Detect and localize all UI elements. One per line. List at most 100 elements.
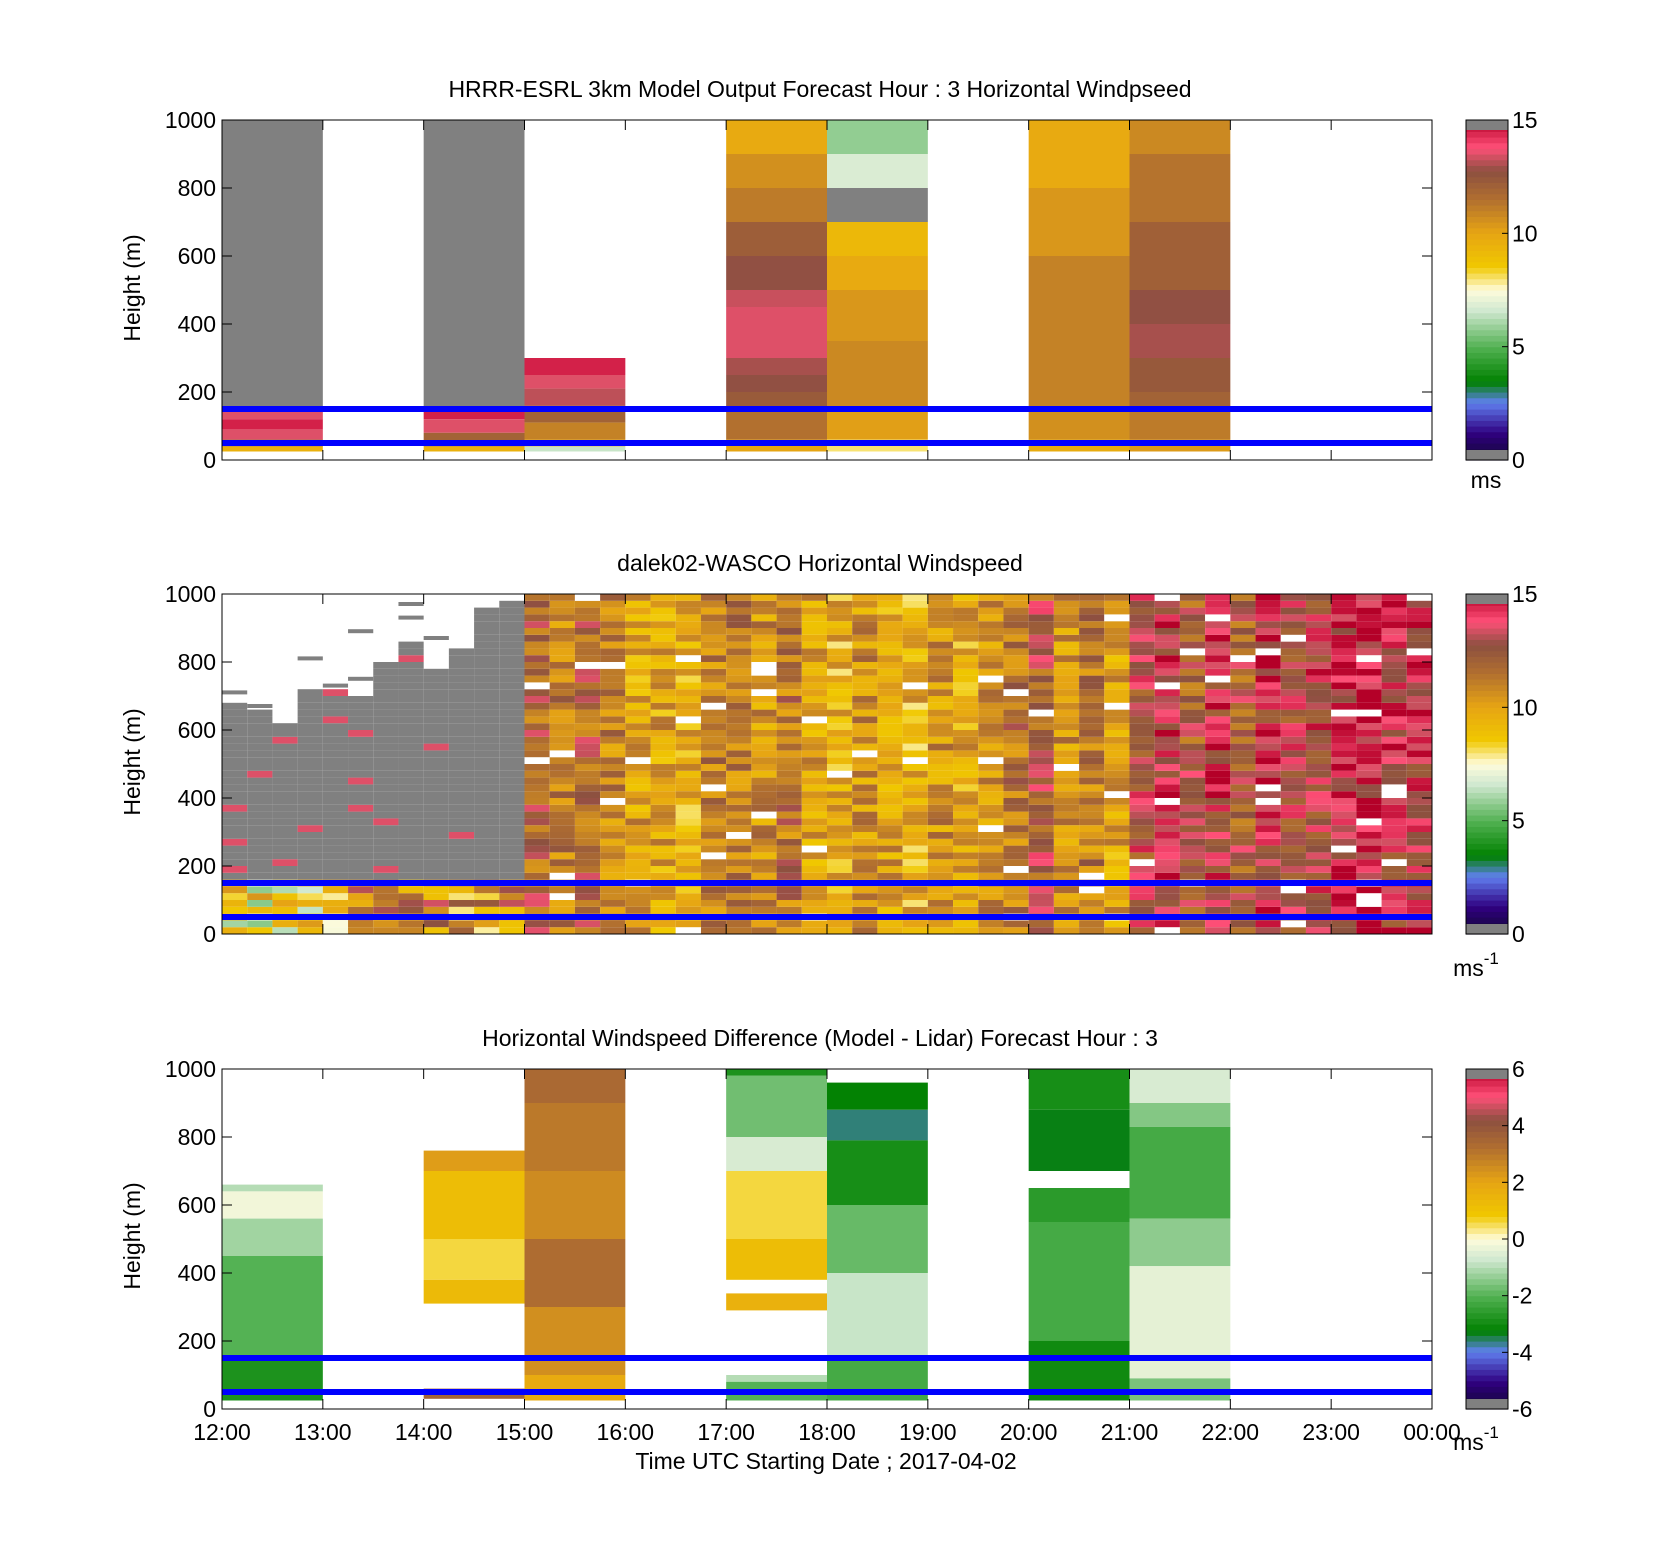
panel-lidar-cell <box>625 777 651 785</box>
panel-lidar-cell <box>1003 682 1029 690</box>
panel-lidar-cell <box>499 825 525 832</box>
panel-lidar-cell <box>1305 818 1332 826</box>
panel-lidar-cell <box>1406 900 1432 907</box>
panel-lidar-cell <box>297 757 323 764</box>
panel-difference-cell <box>1028 1222 1130 1341</box>
panel-model-title: HRRR-ESRL 3km Model Output Forecast Hour… <box>448 76 1191 102</box>
panel-lidar-colorbar-swatch <box>1466 605 1508 612</box>
panel-lidar-cell <box>902 689 928 696</box>
panel-lidar-cell <box>726 634 752 642</box>
panel-lidar-cell <box>827 750 853 758</box>
panel-lidar-cell <box>776 621 802 628</box>
panel-lidar-cell <box>499 614 525 622</box>
panel-lidar-cell <box>348 893 374 900</box>
panel-lidar-cell <box>827 723 853 730</box>
panel-lidar-cell <box>373 689 399 696</box>
panel-lidar-cell <box>398 702 424 710</box>
panel-lidar-cell <box>978 893 1004 900</box>
panel-lidar-cell <box>1028 893 1054 900</box>
panel-lidar-cell <box>499 791 525 798</box>
panel-lidar-cell <box>1205 709 1231 717</box>
panel-lidar-cell <box>1356 730 1382 737</box>
panel-model-cell <box>423 120 525 409</box>
panel-lidar-cell <box>574 872 601 880</box>
panel-lidar-cell <box>1255 743 1281 751</box>
panel-lidar-cell <box>1154 770 1180 778</box>
panel-lidar-cell <box>1356 607 1382 615</box>
panel-lidar-cell <box>978 906 1004 914</box>
panel-lidar-cell <box>726 798 752 805</box>
panel-lidar-cell <box>1104 825 1130 832</box>
panel-lidar-cell <box>1028 811 1054 819</box>
panel-lidar-cell <box>978 675 1004 683</box>
panel-lidar-cell <box>297 723 323 730</box>
panel-lidar-cell <box>499 777 525 785</box>
panel-lidar-cell <box>650 621 676 628</box>
panel-lidar-cell <box>625 784 651 792</box>
panel-lidar-cell <box>953 682 979 690</box>
panel-lidar-cell <box>1003 675 1029 683</box>
panel-lidar-cell <box>1230 818 1256 826</box>
panel-lidar-cell <box>322 798 349 805</box>
panel-lidar-cell <box>222 845 248 853</box>
panel-lidar-cell <box>751 736 777 744</box>
panel-lidar-cell <box>1230 668 1256 676</box>
panel-lidar-cell <box>1381 757 1407 764</box>
panel-lidar-cell <box>902 621 928 628</box>
panel-lidar-cell <box>600 770 626 778</box>
panel-lidar-cell <box>801 872 827 880</box>
panel-lidar-cell <box>247 900 273 907</box>
panel-lidar-cell <box>1280 859 1306 866</box>
panel-lidar-cell <box>927 838 954 846</box>
panel-lidar-cell <box>675 709 701 717</box>
panel-lidar-cell <box>927 696 954 703</box>
panel-lidar-cell <box>423 927 449 934</box>
panel-lidar-cell <box>625 825 651 832</box>
panel-lidar-cell <box>398 804 424 812</box>
panel-lidar-cell <box>348 709 374 717</box>
panel-lidar-cell <box>272 764 298 771</box>
panel-lidar-cell <box>1028 621 1054 628</box>
panel-lidar-cell <box>322 886 349 894</box>
panel-lidar-cell <box>423 682 449 690</box>
panel-difference-colorbar-swatch <box>1466 1375 1508 1382</box>
panel-lidar-cell <box>852 859 878 866</box>
panel-lidar-colorbar-swatch <box>1466 905 1508 912</box>
panel-lidar-cell <box>1003 811 1029 819</box>
panel-lidar-cell <box>1028 736 1054 744</box>
panel-lidar-cell <box>1028 832 1054 839</box>
panel-lidar-cell <box>953 852 979 860</box>
panel-lidar-cell <box>1179 621 1206 628</box>
panel-lidar-cell <box>1079 798 1105 805</box>
panel-difference-cell <box>726 1239 827 1280</box>
panel-lidar-cell <box>650 811 676 819</box>
panel-lidar-cell <box>474 886 500 894</box>
panel-lidar-cell <box>852 886 878 894</box>
panel-lidar-cell <box>1079 743 1105 751</box>
panel-lidar-cell <box>297 859 323 866</box>
panel-lidar-cell <box>574 757 601 764</box>
panel-lidar-cell <box>423 743 449 751</box>
panel-lidar-cell <box>1104 621 1130 628</box>
panel-lidar-cell <box>751 906 777 914</box>
panel-difference-colorbar-swatch <box>1466 1352 1508 1359</box>
panel-lidar-cell <box>1179 825 1206 832</box>
panel-model-colorbar-swatch <box>1466 239 1508 246</box>
panel-lidar-cell <box>625 845 651 853</box>
panel-lidar-cell <box>726 832 752 839</box>
panel-lidar-cell <box>1154 594 1180 601</box>
panel-lidar-cell <box>776 784 802 792</box>
panel-lidar-cell <box>1053 764 1080 771</box>
panel-lidar-cell <box>574 886 601 894</box>
panel-lidar-cell <box>625 628 651 635</box>
panel-lidar-cell <box>423 750 449 758</box>
panel-lidar-cell <box>927 689 954 696</box>
panel-lidar-cell <box>827 668 853 676</box>
panel-lidar-cell <box>1129 594 1155 601</box>
panel-lidar-cell <box>953 811 979 819</box>
panel-lidar-cell <box>1356 736 1382 744</box>
panel-lidar-cell <box>1104 675 1130 683</box>
panel-lidar-cell <box>1280 750 1306 758</box>
panel-lidar-cell <box>1331 614 1357 622</box>
panel-lidar-cell <box>1129 845 1155 853</box>
